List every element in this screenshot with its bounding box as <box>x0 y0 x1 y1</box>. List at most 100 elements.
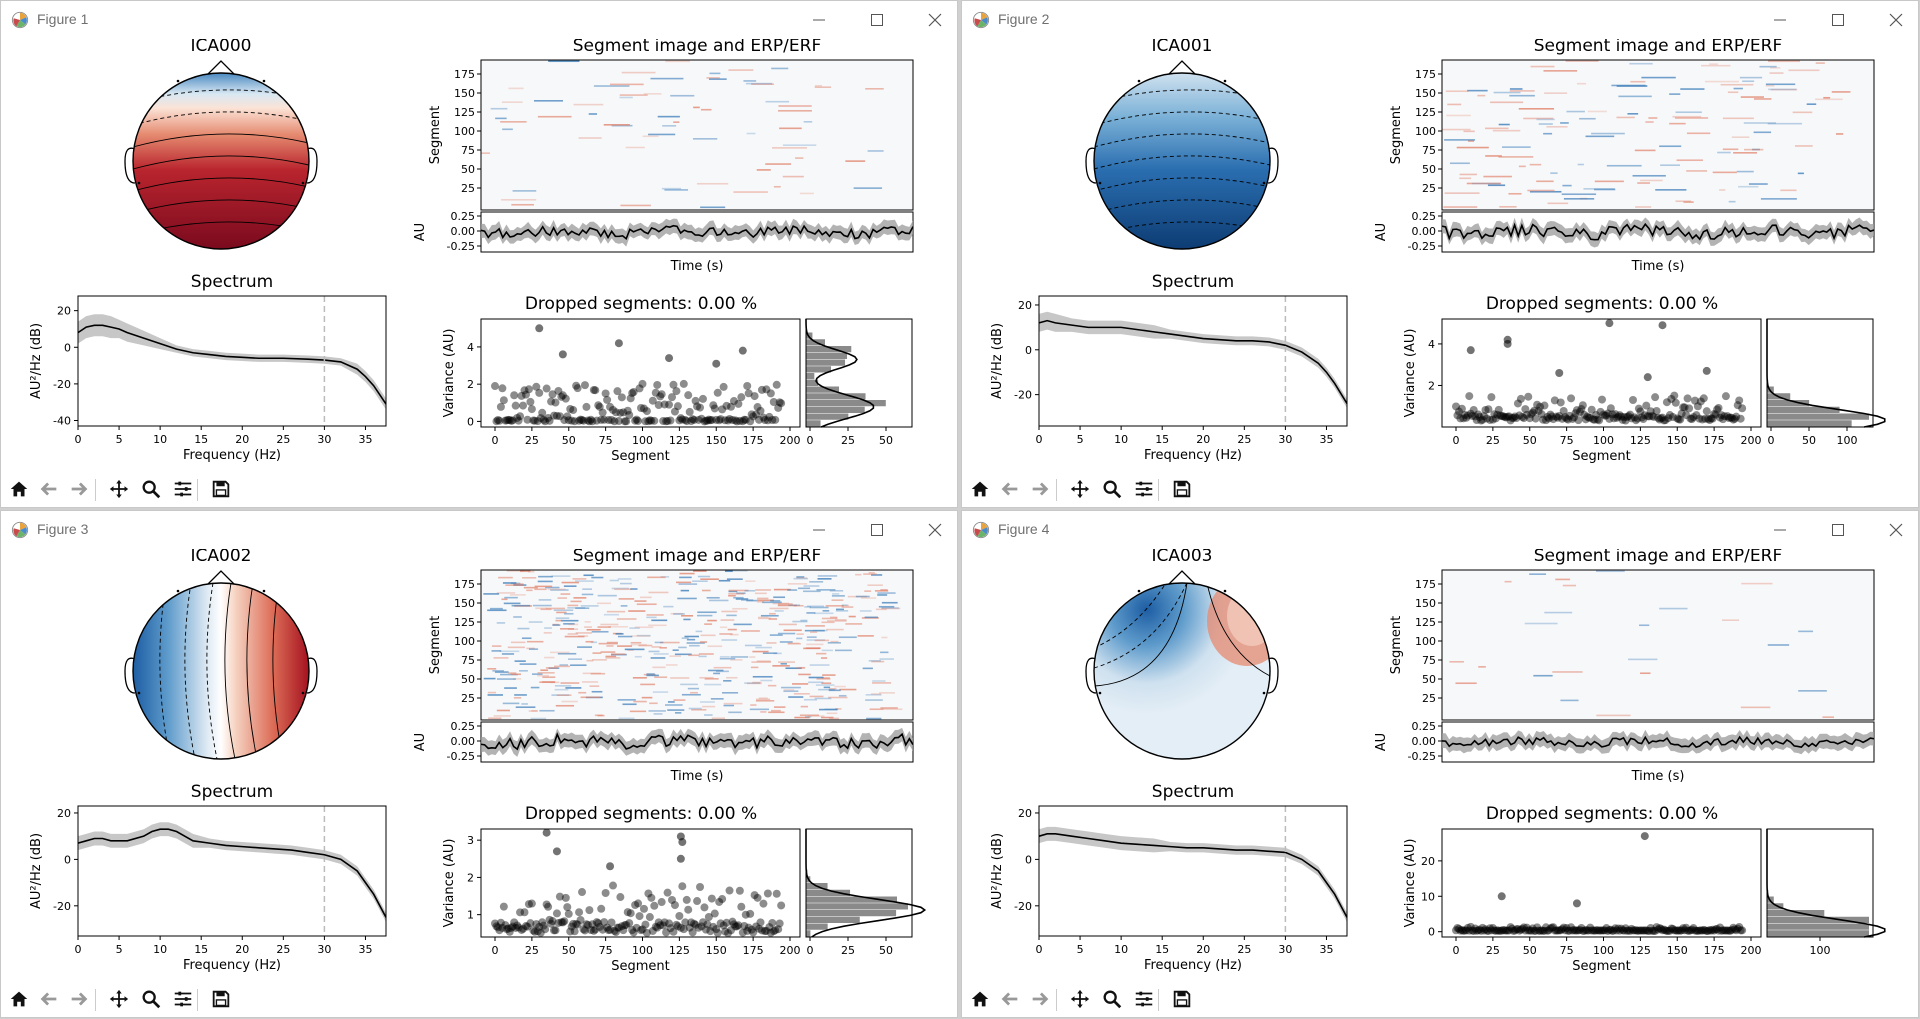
variance-point <box>617 393 626 402</box>
variance-point <box>1730 414 1739 423</box>
forward-arrow-button[interactable] <box>1026 985 1054 1013</box>
save-button[interactable] <box>1168 475 1196 503</box>
figure-window-1[interactable]: Figure 1 ICA000 Segment image and ERP/ERF 1… <box>0 0 958 508</box>
variance-point <box>719 921 728 930</box>
variance-point <box>604 416 613 425</box>
minimize-button[interactable] <box>799 5 839 35</box>
variance-point <box>1471 412 1480 421</box>
variance-point <box>1674 926 1683 935</box>
figure-window-2[interactable]: Figure 2 ICA001 Segment image and ERP/ERF 1… <box>961 0 1919 508</box>
variance-point <box>578 888 587 897</box>
variance-point <box>634 899 643 908</box>
variance-point <box>1531 414 1540 423</box>
variance-point <box>603 923 612 932</box>
histogram-bar <box>806 366 832 373</box>
erp-line <box>1441 222 1875 241</box>
save-button[interactable] <box>1168 985 1196 1013</box>
home-button[interactable] <box>966 985 994 1013</box>
variance-point <box>1685 404 1694 413</box>
histogram-bar <box>806 896 898 903</box>
variance-point <box>597 904 606 913</box>
maximize-button[interactable] <box>857 515 897 545</box>
variance-point <box>510 918 519 927</box>
pan-button[interactable] <box>1066 475 1094 503</box>
maximize-button[interactable] <box>1818 515 1858 545</box>
dropped-xtick: 150 <box>706 434 727 447</box>
home-button[interactable] <box>966 475 994 503</box>
close-button[interactable] <box>915 5 955 35</box>
variance-point <box>1484 926 1493 935</box>
dropped-xtick: 200 <box>780 434 801 447</box>
save-button[interactable] <box>207 475 235 503</box>
title-bar[interactable]: Figure 2 <box>962 1 1918 39</box>
spectrum-line <box>1038 319 1348 405</box>
variance-point <box>1680 403 1689 412</box>
configure-subplots-button[interactable] <box>1130 985 1158 1013</box>
figure-canvas[interactable]: ICA000 Segment image and ERP/ERF175150125… <box>1 39 958 471</box>
back-arrow-button[interactable] <box>35 985 63 1013</box>
close-button[interactable] <box>915 515 955 545</box>
sensor-marker <box>1262 691 1266 695</box>
save-button[interactable] <box>207 985 235 1013</box>
variance-point <box>1677 926 1686 935</box>
home-button[interactable] <box>5 985 33 1013</box>
variance-scatter <box>477 828 801 941</box>
figure-window-3[interactable]: Figure 3 ICA002 Segment image and ERP/ERF 1… <box>0 510 958 1018</box>
variance-point <box>701 925 710 934</box>
variance-point <box>594 401 603 410</box>
figure-canvas[interactable]: ICA001 Segment image and ERP/ERF175150125… <box>962 39 1919 471</box>
histogram-bar <box>806 916 860 923</box>
dropped-xtick: 175 <box>1704 434 1725 447</box>
forward-arrow-button[interactable] <box>65 475 93 503</box>
zoom-button[interactable] <box>1098 475 1126 503</box>
variance-point <box>1662 926 1671 935</box>
pan-button[interactable] <box>105 985 133 1013</box>
pan-button[interactable] <box>105 475 133 503</box>
back-arrow-button[interactable] <box>996 475 1024 503</box>
spectrum-ytick: -20 <box>1014 900 1032 913</box>
minimize-button[interactable] <box>1760 515 1800 545</box>
maximize-button[interactable] <box>1818 5 1858 35</box>
title-bar[interactable]: Figure 3 <box>1 511 957 549</box>
variance-point <box>1468 411 1477 420</box>
figure-canvas[interactable]: ICA003 Segment image and ERP/ERF175150125… <box>962 549 1919 981</box>
forward-arrow-button[interactable] <box>1026 475 1054 503</box>
variance-point <box>1733 401 1742 410</box>
zoom-button[interactable] <box>1098 985 1126 1013</box>
zoom-button[interactable] <box>137 985 165 1013</box>
variance-point <box>1570 926 1578 935</box>
variance-point <box>715 416 724 425</box>
variance-point <box>1561 926 1570 935</box>
back-arrow-button[interactable] <box>35 475 63 503</box>
minimize-button[interactable] <box>1760 5 1800 35</box>
pan-button[interactable] <box>1066 985 1094 1013</box>
home-button[interactable] <box>5 475 33 503</box>
variance-point <box>1673 926 1682 935</box>
topomap-field <box>133 583 309 759</box>
close-button[interactable] <box>1876 515 1916 545</box>
spectrum-xtick: 10 <box>1114 433 1128 446</box>
dropped-ylabel: Variance (AU) <box>1403 839 1418 928</box>
maximize-button[interactable] <box>857 5 897 35</box>
configure-subplots-button[interactable] <box>1130 475 1158 503</box>
zoom-button[interactable] <box>137 475 165 503</box>
variance-point <box>521 922 530 931</box>
forward-arrow-button[interactable] <box>65 985 93 1013</box>
minimize-button[interactable] <box>799 515 839 545</box>
close-button[interactable] <box>1876 5 1916 35</box>
dropped-xtick: 175 <box>1704 944 1725 957</box>
title-bar[interactable]: Figure 4 <box>962 511 1918 549</box>
variance-point <box>555 412 564 421</box>
variance-point <box>642 928 651 937</box>
segment-ytick: 50 <box>461 673 475 686</box>
configure-subplots-button[interactable] <box>169 985 197 1013</box>
title-bar[interactable]: Figure 1 <box>1 1 957 39</box>
pan-icon <box>1070 479 1090 499</box>
variance-point <box>1564 926 1573 935</box>
back-arrow-button[interactable] <box>996 985 1024 1013</box>
figure-canvas[interactable]: ICA002 Segment image and ERP/ERF175150125… <box>1 549 958 981</box>
variance-point <box>738 928 747 937</box>
variance-point <box>1518 924 1527 933</box>
configure-subplots-button[interactable] <box>169 475 197 503</box>
figure-window-4[interactable]: Figure 4 ICA003 Segment image and ERP/ERF 1… <box>961 510 1919 1018</box>
